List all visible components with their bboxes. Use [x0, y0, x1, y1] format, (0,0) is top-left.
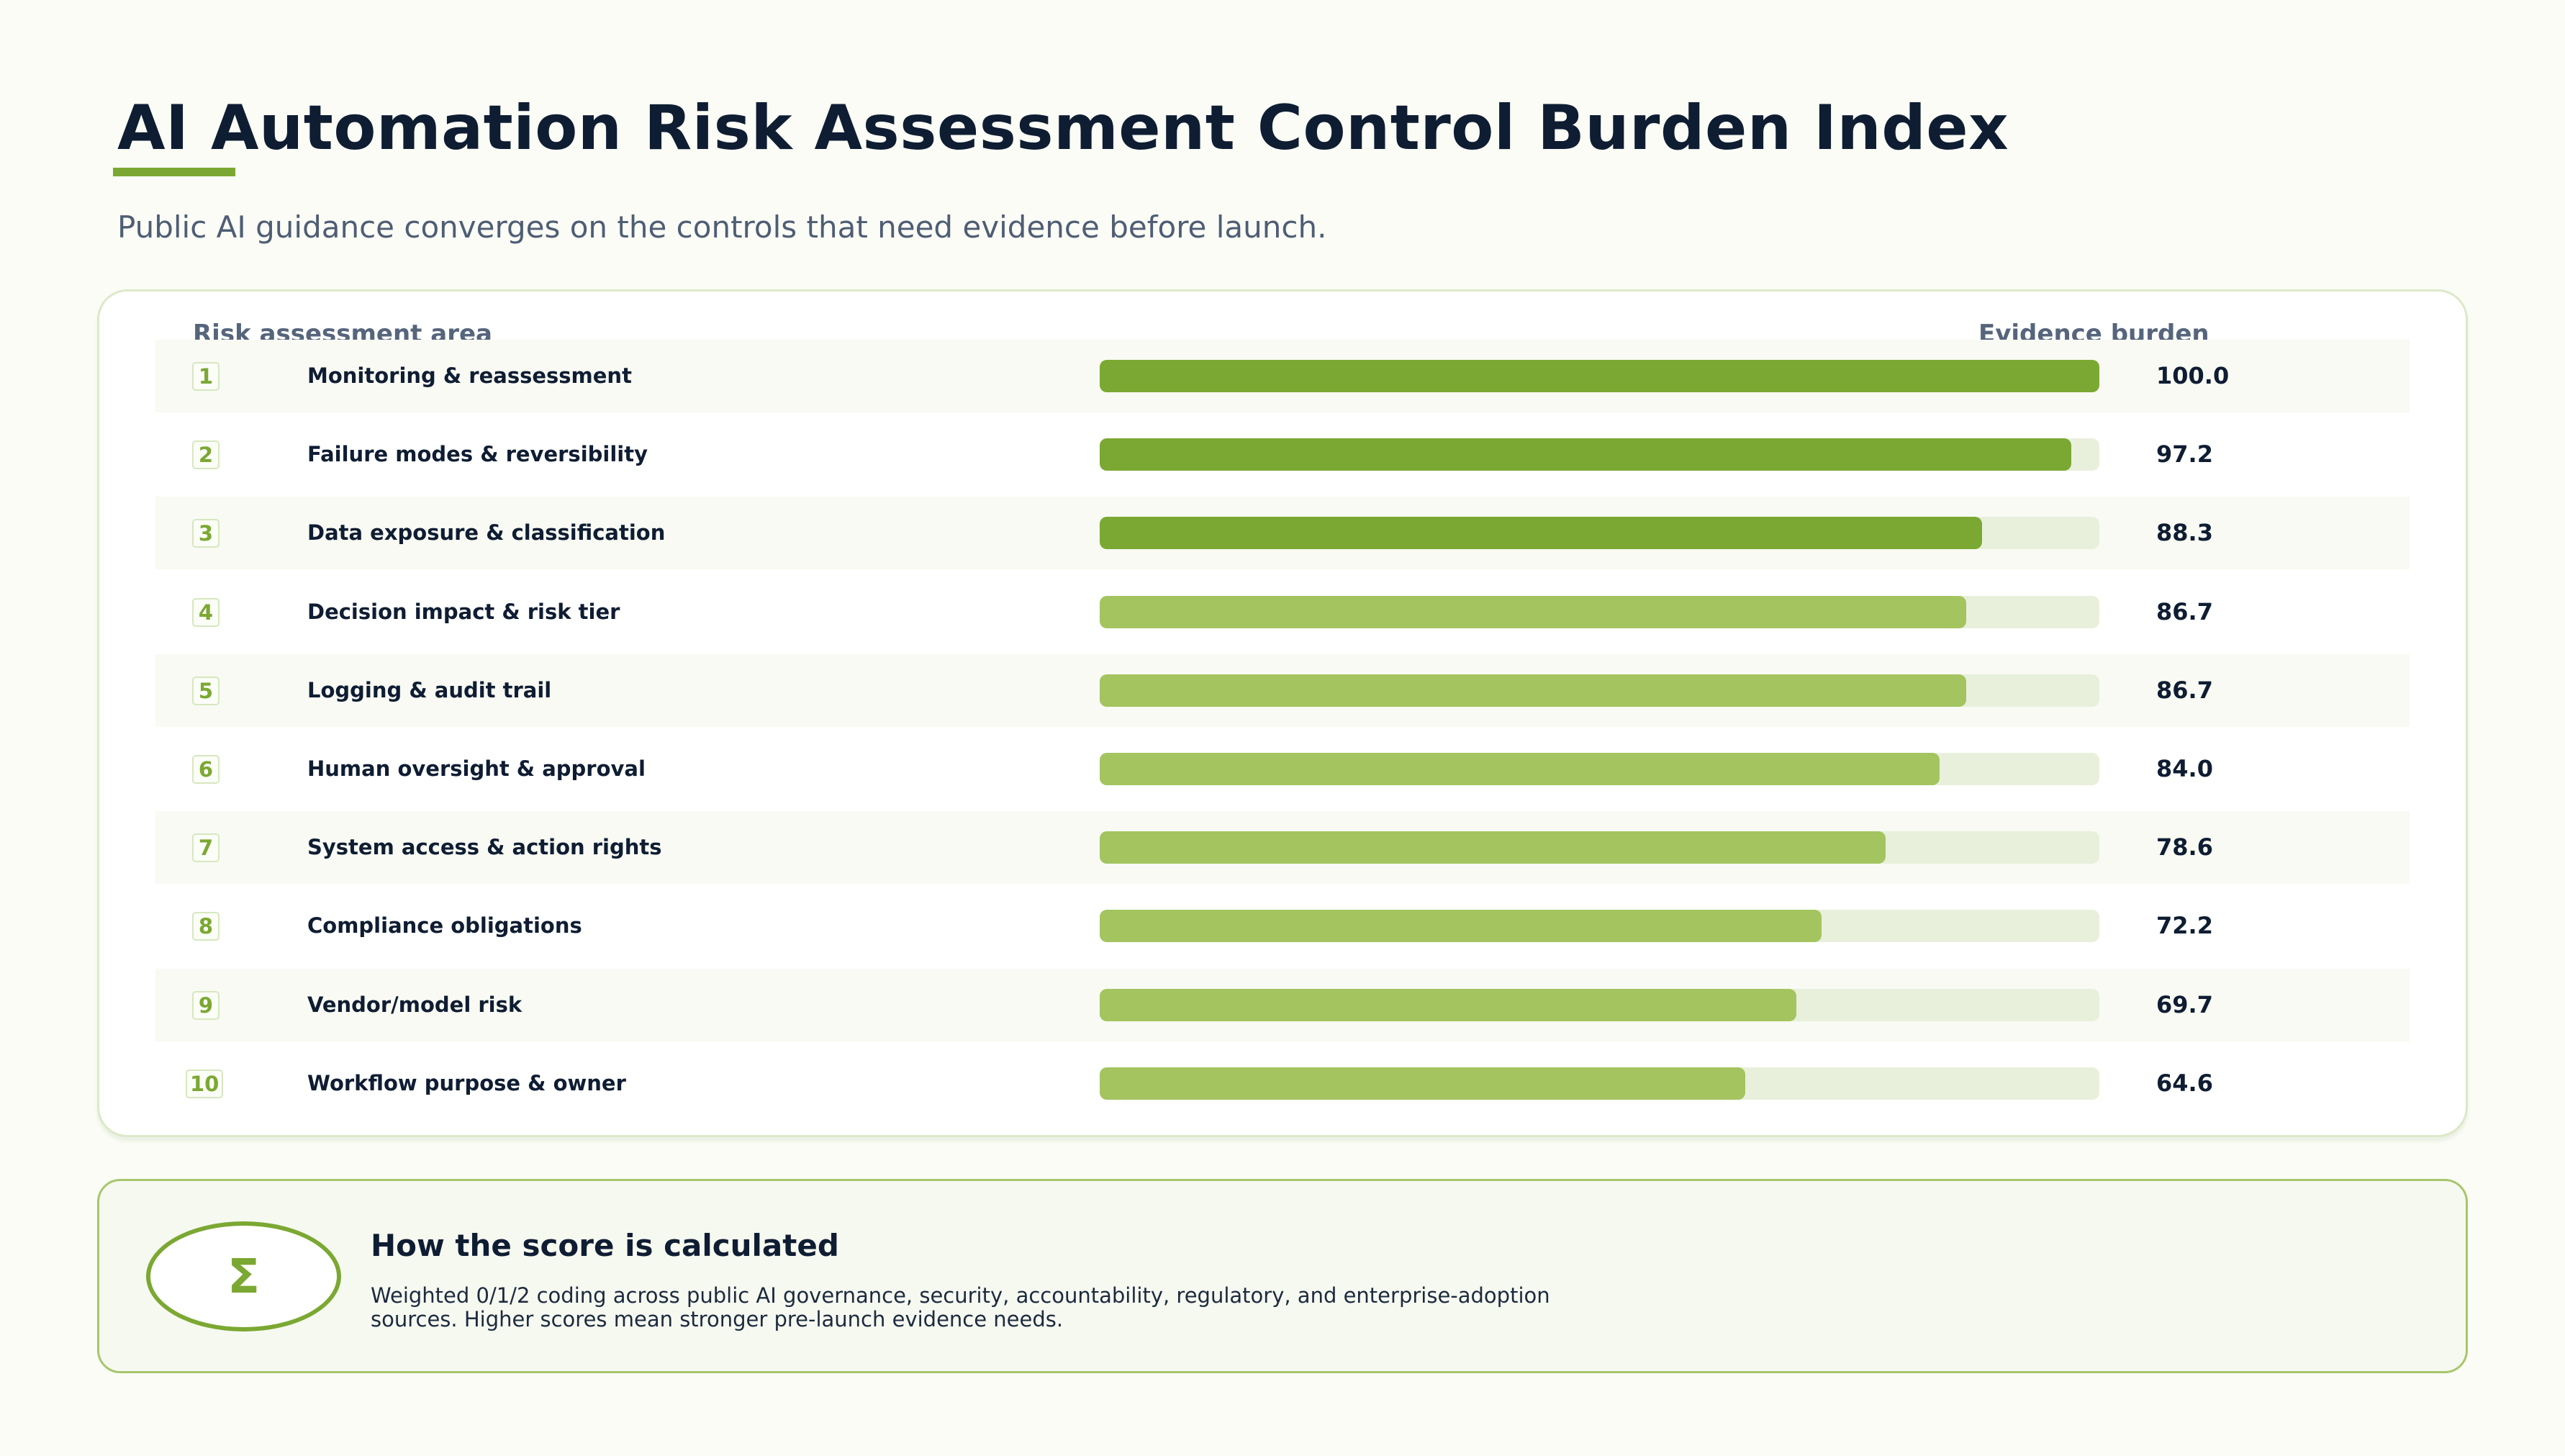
rank-badge: 10 [186, 1069, 224, 1098]
bar-track [1100, 753, 2099, 785]
value-label: 86.7 [2156, 597, 2213, 625]
bar-track [1100, 438, 2099, 471]
bar [1100, 595, 1967, 628]
rank-badge: 1 [192, 362, 220, 391]
bar-track [1100, 360, 2099, 392]
table-row: 7 System access & action rights 78.6 [155, 811, 2410, 885]
bar [1100, 674, 1967, 707]
category-label: Compliance obligations [307, 913, 582, 939]
bar-track [1100, 674, 2099, 707]
sigma-badge: Σ [146, 1221, 341, 1331]
table-row: 5 Logging & audit trail 86.7 [155, 654, 2410, 727]
bar [1100, 438, 2072, 471]
bar-track [1100, 517, 2099, 550]
table-row: 4 Decision impact & risk tier 86.7 [155, 576, 2410, 648]
bar-track [1100, 831, 2099, 864]
value-label: 69.7 [2156, 990, 2213, 1018]
bar [1100, 1067, 1746, 1100]
bar-track [1100, 1067, 2099, 1100]
page-title: AI Automation Risk Assessment Control Bu… [117, 92, 2009, 164]
method-text: Weighted 0/1/2 coding across public AI g… [371, 1283, 1550, 1331]
bar [1100, 517, 1983, 550]
table-row: 3 Data exposure & classification 88.3 [155, 497, 2410, 570]
rank-badge: 9 [192, 990, 220, 1020]
title-underline [113, 168, 235, 176]
bar [1100, 753, 1940, 785]
bar-track [1100, 910, 2099, 943]
table-row: 1 Monitoring & reassessment 100.0 [155, 340, 2410, 412]
bar [1100, 988, 1797, 1021]
rank-badge: 7 [192, 833, 220, 863]
page-subtitle: Public AI guidance converges on the cont… [117, 209, 1327, 245]
value-label: 78.6 [2156, 833, 2213, 862]
table-row: 10 Workflow purpose & owner 64.6 [155, 1047, 2410, 1120]
rank-badge: 8 [192, 912, 220, 941]
table-row: 6 Human oversight & approval 84.0 [155, 733, 2410, 805]
method-card [97, 1179, 2468, 1373]
category-label: Workflow purpose & owner [307, 1070, 626, 1095]
sigma-icon: Σ [227, 1248, 261, 1304]
table-row: 2 Failure modes & reversibility 97.2 [155, 418, 2410, 491]
value-label: 86.7 [2156, 676, 2213, 704]
value-label: 64.6 [2156, 1069, 2213, 1097]
category-label: Logging & audit trail [307, 677, 552, 702]
bar-track [1100, 988, 2099, 1021]
category-label: Vendor/model risk [307, 992, 522, 1017]
bar [1100, 910, 1822, 943]
value-label: 97.2 [2156, 440, 2213, 469]
rank-badge: 2 [192, 440, 220, 470]
bar [1100, 360, 2099, 392]
category-label: System access & action rights [307, 835, 662, 860]
bar-track [1100, 595, 2099, 628]
category-label: Human oversight & approval [307, 756, 646, 781]
rank-badge: 5 [192, 676, 220, 705]
bar [1100, 831, 1886, 864]
value-label: 84.0 [2156, 755, 2213, 782]
rank-badge: 4 [192, 597, 220, 627]
category-label: Monitoring & reassessment [307, 363, 632, 388]
table-row: 8 Compliance obligations 72.2 [155, 890, 2410, 962]
category-label: Data exposure & classification [307, 520, 666, 546]
category-label: Failure modes & reversibility [307, 442, 648, 467]
value-label: 72.2 [2156, 912, 2213, 940]
table-row: 9 Vendor/model risk 69.7 [155, 968, 2410, 1041]
category-label: Decision impact & risk tier [307, 599, 620, 624]
method-title: How the score is calculated [371, 1228, 839, 1263]
rank-badge: 6 [192, 755, 220, 784]
value-label: 88.3 [2156, 519, 2213, 547]
rank-badge: 3 [192, 519, 220, 548]
value-label: 100.0 [2156, 362, 2230, 389]
